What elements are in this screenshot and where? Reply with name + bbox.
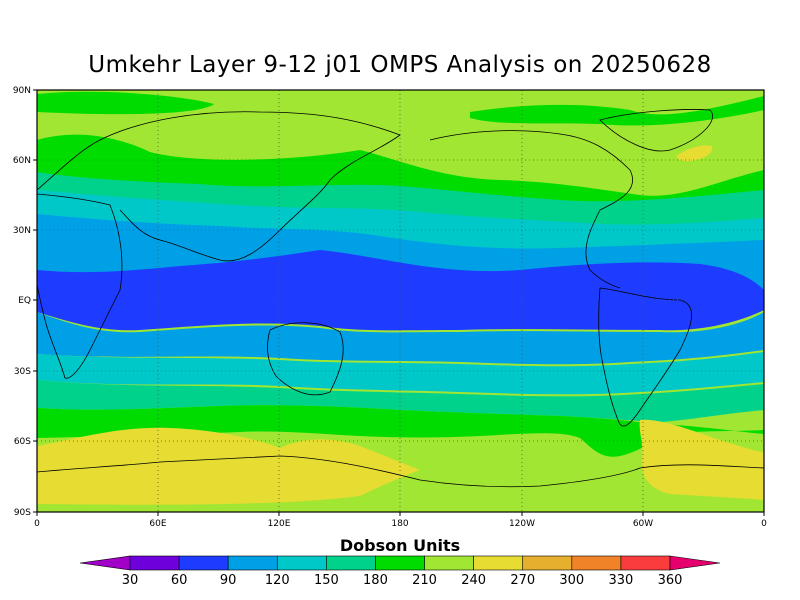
colorbar-segment bbox=[669, 555, 721, 571]
colorbar-segment bbox=[178, 555, 229, 571]
band-south-lightblue bbox=[37, 312, 764, 365]
colorbar-segment bbox=[276, 555, 327, 571]
band-north-polar bbox=[37, 91, 214, 115]
colorbar-label: 60 bbox=[171, 573, 188, 588]
band-south-green bbox=[37, 405, 764, 457]
colorbar-segment bbox=[326, 555, 376, 571]
coast-south-america bbox=[598, 287, 692, 427]
coast-africa bbox=[37, 193, 123, 379]
band-south-yellow-east bbox=[639, 419, 764, 500]
colorbar: 30 60 90 120 150 180 210 240 270 300 330 360 bbox=[79, 555, 721, 588]
lat-label: EQ bbox=[18, 296, 31, 306]
colorbar-segment bbox=[424, 555, 474, 571]
colorbar-segment bbox=[620, 555, 671, 571]
colorbar-label: 30 bbox=[122, 573, 139, 588]
colorbar-segment bbox=[227, 555, 278, 571]
lon-label: 0 bbox=[761, 519, 767, 529]
lat-labels: 90N 60N 30N EQ 30S 60S 90S bbox=[13, 86, 31, 518]
coast-eurasia bbox=[37, 111, 401, 262]
lon-label: 60E bbox=[149, 519, 166, 529]
coast-north-america bbox=[429, 130, 633, 289]
lon-label: 0 bbox=[34, 519, 40, 529]
colorbar-segment bbox=[129, 555, 180, 571]
colorbar-segment bbox=[375, 555, 425, 571]
lon-label: 120W bbox=[509, 519, 535, 529]
colorbar-label: 150 bbox=[314, 573, 339, 588]
colorbar-label: 90 bbox=[220, 573, 237, 588]
colorbar-segment bbox=[571, 555, 622, 571]
colorbar-title: Dobson Units bbox=[339, 536, 461, 555]
colorbar-segment bbox=[473, 555, 524, 571]
contour-field bbox=[37, 90, 764, 512]
lon-label: 180 bbox=[391, 519, 408, 529]
lon-labels: 0 60E 120E 180 120W 60W 0 bbox=[34, 519, 767, 529]
lon-label: 120E bbox=[268, 519, 291, 529]
coastlines bbox=[37, 109, 764, 488]
coast-greenland bbox=[599, 109, 713, 152]
coast-antarctica bbox=[37, 455, 764, 488]
chart-title: Umkehr Layer 9-12 j01 OMPS Analysis on 2… bbox=[88, 52, 712, 78]
colorbar-segment bbox=[522, 555, 573, 571]
lat-label: 90N bbox=[13, 86, 31, 96]
colorbar-label: 360 bbox=[658, 573, 683, 588]
lat-label: 90S bbox=[14, 508, 31, 518]
lat-label: 30S bbox=[14, 367, 31, 377]
colorbar-segment bbox=[79, 555, 131, 571]
colorbar-label: 270 bbox=[510, 573, 535, 588]
lat-label: 60N bbox=[13, 156, 31, 166]
band-south-teal bbox=[37, 380, 764, 422]
band-south-yellow-west bbox=[37, 427, 420, 505]
colorbar-label: 120 bbox=[265, 573, 290, 588]
lon-label: 60W bbox=[633, 519, 653, 529]
tick-marks bbox=[33, 89, 765, 516]
lat-label: 30N bbox=[13, 226, 31, 236]
colorbar-label: 180 bbox=[363, 573, 388, 588]
band-north-yellow bbox=[676, 145, 713, 162]
lat-label: 60S bbox=[14, 437, 31, 447]
colorbar-label: 300 bbox=[559, 573, 584, 588]
band-equatorial bbox=[37, 250, 764, 331]
band-north-polar-east bbox=[470, 96, 764, 126]
band-south-cyan bbox=[37, 352, 764, 395]
colorbar-label: 240 bbox=[461, 573, 486, 588]
coast-australia bbox=[267, 322, 344, 396]
colorbar-label: 210 bbox=[412, 573, 437, 588]
colorbar-label: 330 bbox=[608, 573, 633, 588]
